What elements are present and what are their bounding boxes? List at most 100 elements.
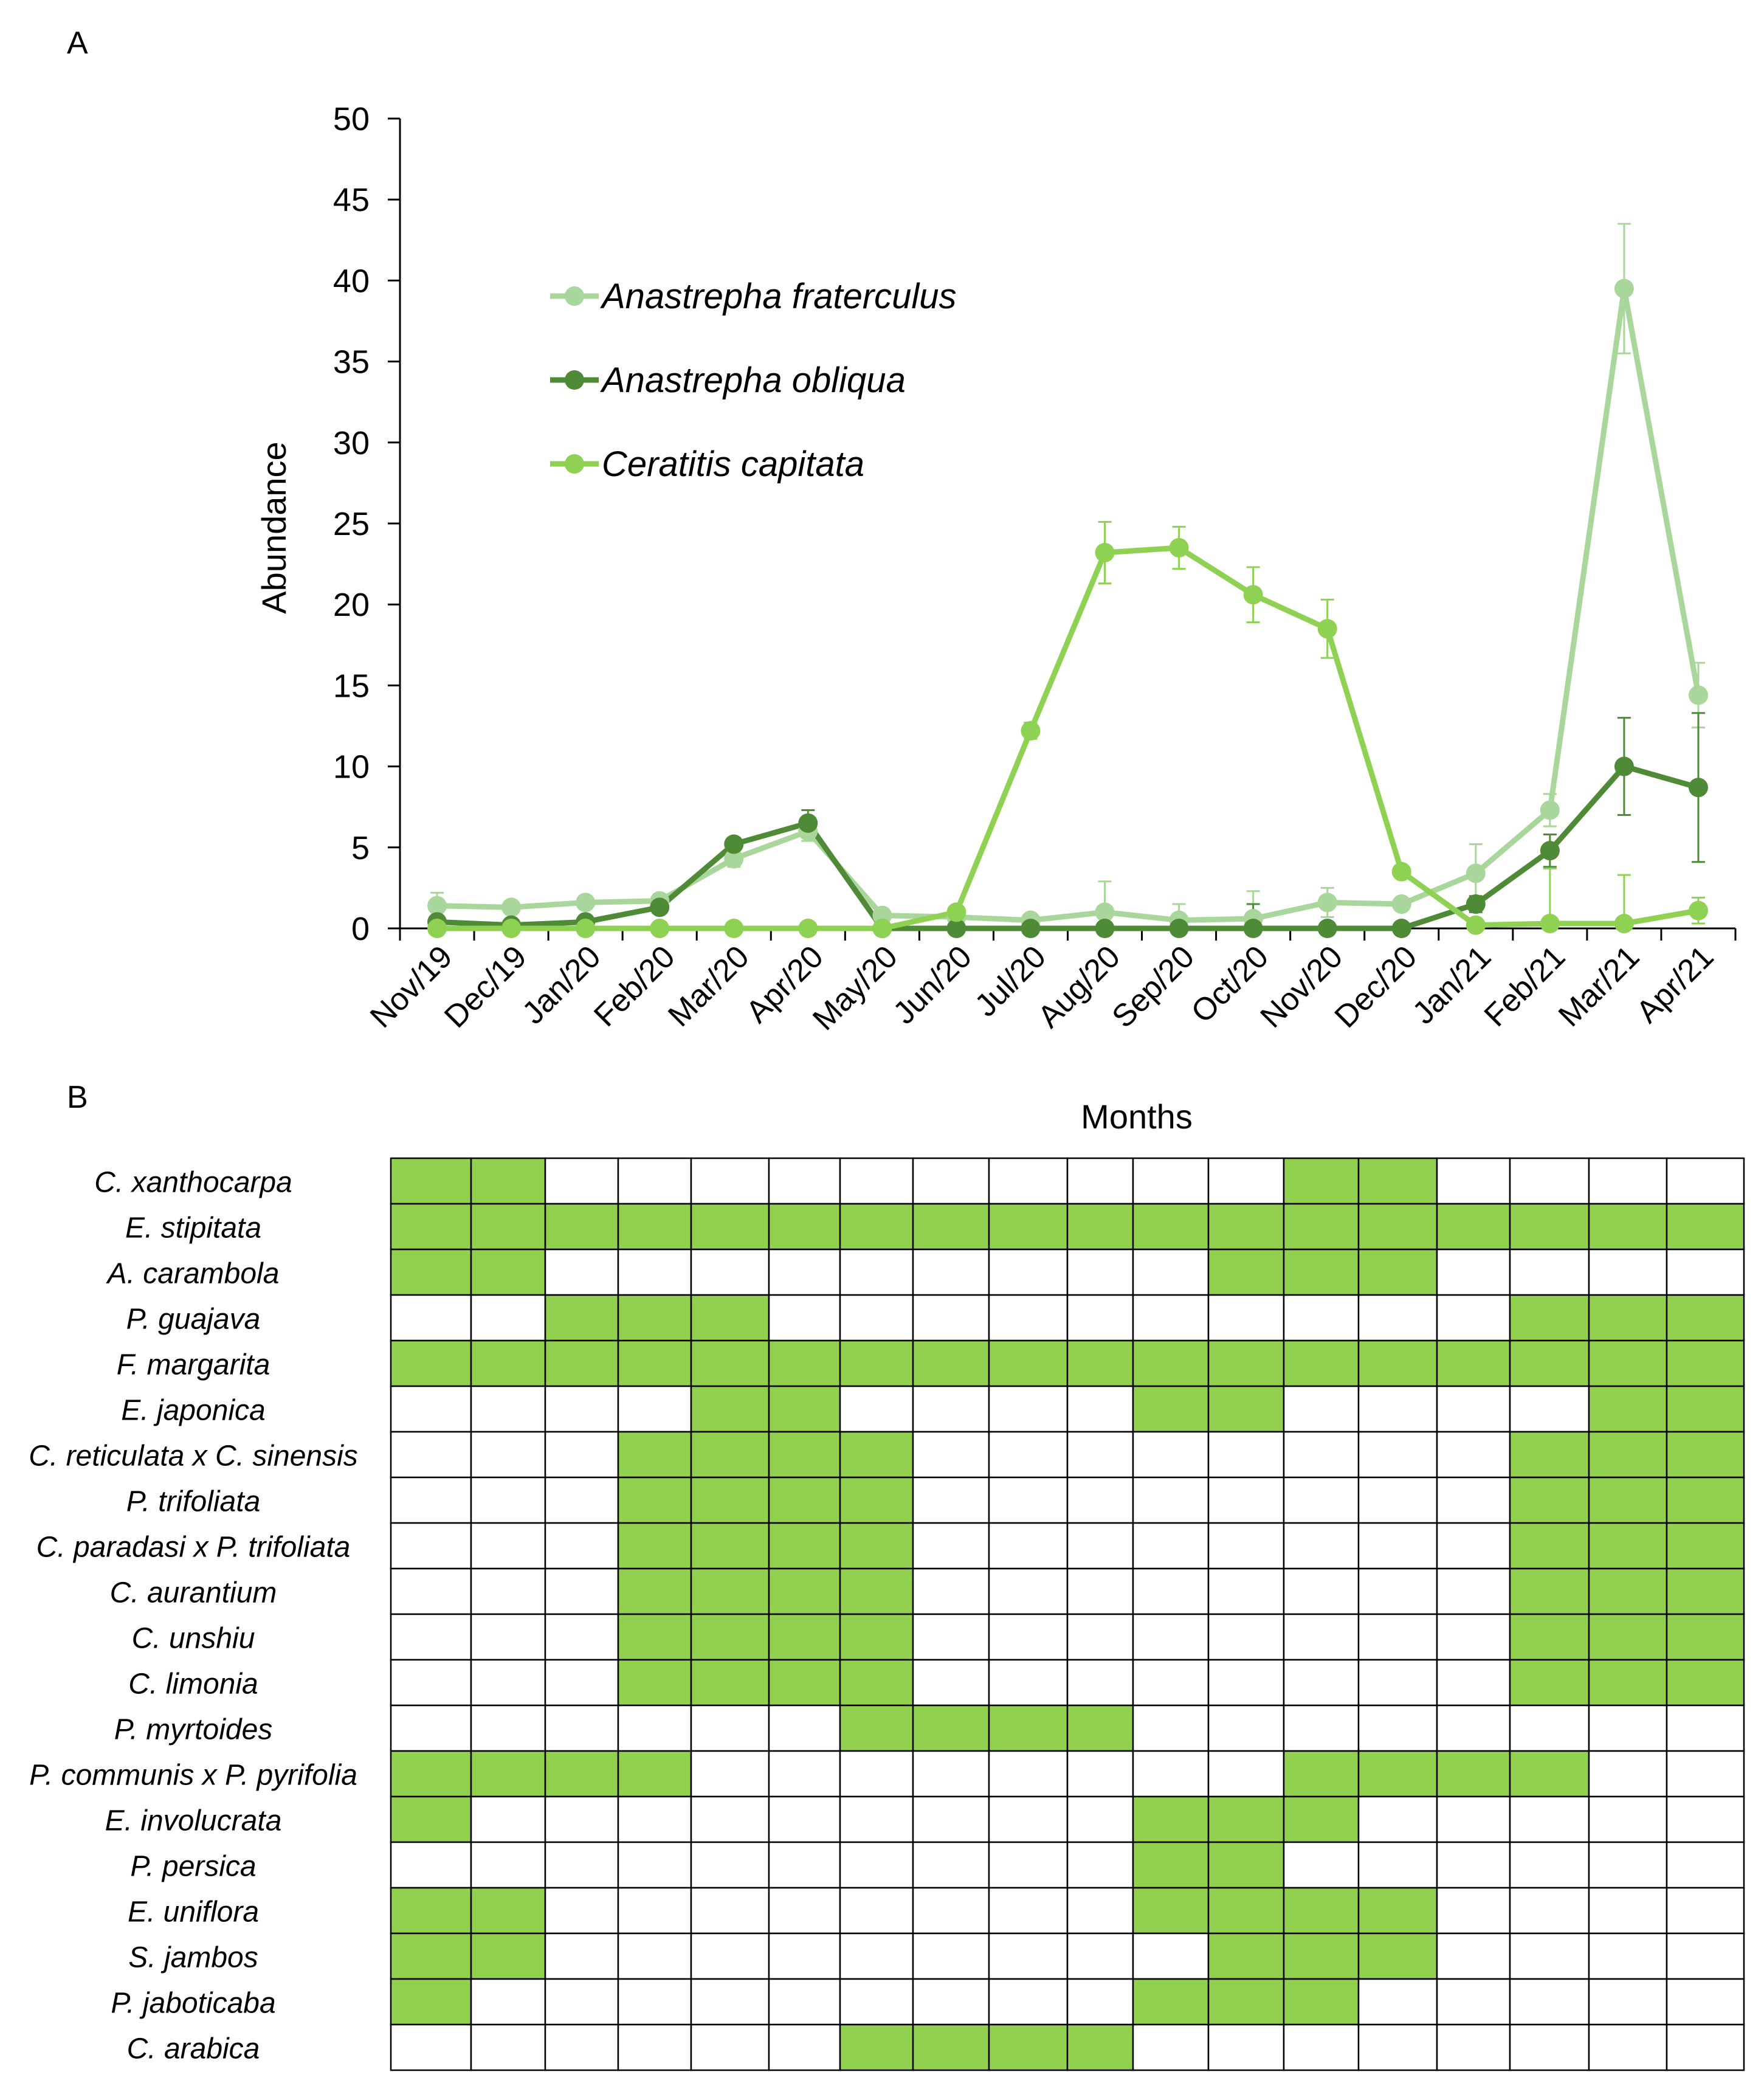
table-cell bbox=[1357, 1887, 1438, 1935]
table-cell bbox=[470, 1294, 546, 1342]
y-tick-label: 30 bbox=[333, 425, 370, 461]
data-point bbox=[1614, 278, 1634, 299]
table-cell bbox=[1132, 1294, 1210, 1342]
table-cell bbox=[839, 1841, 914, 1889]
table-cell bbox=[768, 1385, 841, 1433]
data-point bbox=[1540, 914, 1560, 934]
table-cell bbox=[1666, 1476, 1745, 1524]
table-cell bbox=[1357, 1613, 1438, 1661]
data-point bbox=[1243, 585, 1263, 605]
table-cell bbox=[1666, 1978, 1745, 2026]
y-tick-label: 25 bbox=[333, 506, 370, 542]
series-points bbox=[427, 278, 1708, 938]
x-tick-label: Jun/20 bbox=[886, 939, 978, 1031]
table-cell bbox=[617, 1157, 692, 1205]
y-tick-label: 50 bbox=[333, 101, 370, 137]
data-point bbox=[1169, 537, 1189, 558]
series-line bbox=[434, 764, 1701, 931]
series-lines bbox=[434, 286, 1701, 931]
table-cell bbox=[544, 1887, 619, 1935]
table-cell bbox=[690, 1750, 770, 1798]
table-cell bbox=[1436, 1157, 1511, 1205]
x-tick-label: Dec/19 bbox=[438, 939, 534, 1035]
table-cell bbox=[690, 1613, 770, 1661]
data-point bbox=[1317, 893, 1337, 913]
y-tick-label: 10 bbox=[333, 749, 370, 786]
table-cell bbox=[1066, 1522, 1134, 1570]
table-cell bbox=[1588, 1157, 1668, 1205]
table-cell bbox=[1436, 1294, 1511, 1342]
data-point bbox=[724, 919, 744, 938]
table-cell bbox=[839, 1567, 914, 1615]
table-cell bbox=[1066, 1157, 1134, 1205]
table-cell bbox=[1357, 1795, 1438, 1843]
table-cell bbox=[1283, 1339, 1360, 1387]
table-cell bbox=[1207, 1659, 1285, 1707]
data-point bbox=[1021, 720, 1041, 741]
table-cell bbox=[912, 1750, 990, 1798]
table-cell bbox=[1509, 1704, 1590, 1752]
table-cell bbox=[912, 1795, 990, 1843]
legend: Anastrepha fraterculus Anastrepha obliqua… bbox=[550, 277, 957, 484]
table-cell bbox=[470, 1613, 546, 1661]
table-cell bbox=[1588, 1567, 1668, 1615]
table-cell bbox=[1066, 1704, 1134, 1752]
table-cell bbox=[1207, 1567, 1285, 1615]
table-cell bbox=[1588, 1294, 1668, 1342]
table-cell bbox=[390, 1385, 472, 1433]
table-cell bbox=[768, 1294, 841, 1342]
table-cell bbox=[839, 2023, 914, 2071]
legend-swatch-marker bbox=[565, 370, 584, 390]
table-cell bbox=[839, 1385, 914, 1433]
table-cell bbox=[617, 1613, 692, 1661]
data-point bbox=[724, 849, 744, 869]
table-cell bbox=[1436, 1567, 1511, 1615]
table-cell bbox=[1066, 1385, 1134, 1433]
table-cell bbox=[1509, 1339, 1590, 1387]
table-cell bbox=[470, 1431, 546, 1479]
data-point bbox=[1021, 919, 1041, 938]
table-cell bbox=[912, 1385, 990, 1433]
table-cell bbox=[839, 1431, 914, 1479]
table-cell bbox=[470, 1841, 546, 1889]
table-cell bbox=[839, 1248, 914, 1296]
table-cell bbox=[768, 1248, 841, 1296]
table-cell bbox=[1509, 1978, 1590, 2026]
data-point bbox=[1391, 919, 1411, 938]
table-cell bbox=[1283, 2023, 1360, 2071]
table-cell bbox=[1132, 1431, 1210, 1479]
table-cell bbox=[1436, 1750, 1511, 1798]
table-cell bbox=[390, 2023, 472, 2071]
table-cell bbox=[1588, 1248, 1668, 1296]
data-point bbox=[1095, 542, 1115, 562]
row-label: C. arabica bbox=[127, 2033, 260, 2065]
table-cell bbox=[839, 1750, 914, 1798]
data-point bbox=[1317, 619, 1337, 639]
table-cell bbox=[1066, 1203, 1134, 1251]
data-point bbox=[1466, 915, 1486, 935]
table-cell bbox=[1066, 1659, 1134, 1707]
table-cell bbox=[690, 1294, 770, 1342]
table-cell bbox=[1357, 1567, 1438, 1615]
table-cell bbox=[1588, 1613, 1668, 1661]
table-cell bbox=[1066, 1887, 1134, 1935]
data-point bbox=[576, 893, 596, 913]
row-label: P. persica bbox=[130, 1851, 256, 1883]
table-cell bbox=[988, 1522, 1069, 1570]
table-cell bbox=[470, 1704, 546, 1752]
table-cell bbox=[1132, 1932, 1210, 1980]
x-tick-label: Feb/20 bbox=[587, 939, 681, 1033]
table-cell bbox=[768, 1750, 841, 1798]
table-cell bbox=[988, 1203, 1069, 1251]
table-cell bbox=[390, 1431, 472, 1479]
table-cell bbox=[470, 1750, 546, 1798]
table-cell bbox=[390, 1476, 472, 1524]
table-cell bbox=[1207, 1294, 1285, 1342]
row-label: C. limonia bbox=[128, 1668, 258, 1701]
table-cell bbox=[617, 1978, 692, 2026]
table-cell bbox=[1132, 1613, 1210, 1661]
table-cell bbox=[470, 1659, 546, 1707]
table-cell bbox=[690, 1704, 770, 1752]
table-cell bbox=[988, 1385, 1069, 1433]
